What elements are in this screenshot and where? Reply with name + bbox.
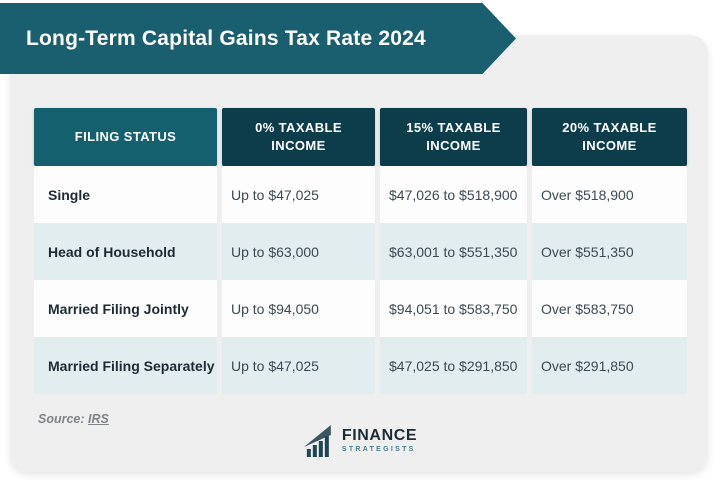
table-cell-filing-status: Head of Household (34, 223, 217, 280)
table-cell-0-percent: Up to $94,050 (222, 280, 375, 337)
table-cell-20-percent: Over $291,850 (532, 337, 687, 394)
table-cell-filing-status: Married Filing Separately (34, 337, 217, 394)
table-cell-0-percent: Up to $47,025 (222, 337, 375, 394)
title-banner: Long-Term Capital Gains Tax Rate 2024 (0, 3, 516, 74)
table-cell-15-percent: $47,026 to $518,900 (380, 166, 527, 223)
table-cell-filing-status: Single (34, 166, 217, 223)
tax-rate-table: FILING STATUS 0% TAXABLE INCOME 15% TAXA… (34, 108, 687, 394)
growth-chart-icon (303, 425, 331, 457)
finance-strategists-logo: FINANCE STRATEGISTS (303, 424, 417, 458)
logo-strategists-text: STRATEGISTS (341, 445, 416, 453)
logo-wordmark: FINANCE STRATEGISTS (341, 426, 418, 454)
column-header-filing-status: FILING STATUS (34, 108, 217, 166)
table-cell-0-percent: Up to $63,000 (222, 223, 375, 280)
table-cell-15-percent: $63,001 to $551,350 (380, 223, 527, 280)
source-label: Source: (38, 412, 85, 426)
source-attribution: Source: IRS (38, 412, 109, 426)
table-cell-20-percent: Over $583,750 (532, 280, 687, 337)
column-header-15-percent: 15% TAXABLE INCOME (380, 108, 527, 166)
source-irs-link[interactable]: IRS (88, 412, 109, 426)
table-cell-0-percent: Up to $47,025 (222, 166, 375, 223)
column-header-20-percent: 20% TAXABLE INCOME (532, 108, 687, 166)
table-cell-filing-status: Married Filing Jointly (34, 280, 217, 337)
logo-finance-text: FINANCE (341, 426, 418, 444)
page-title: Long-Term Capital Gains Tax Rate 2024 (26, 26, 426, 50)
table-cell-15-percent: $94,051 to $583,750 (380, 280, 527, 337)
table-cell-15-percent: $47,025 to $291,850 (380, 337, 527, 394)
table-cell-20-percent: Over $518,900 (532, 166, 687, 223)
column-header-0-percent: 0% TAXABLE INCOME (222, 108, 375, 166)
table-cell-20-percent: Over $551,350 (532, 223, 687, 280)
